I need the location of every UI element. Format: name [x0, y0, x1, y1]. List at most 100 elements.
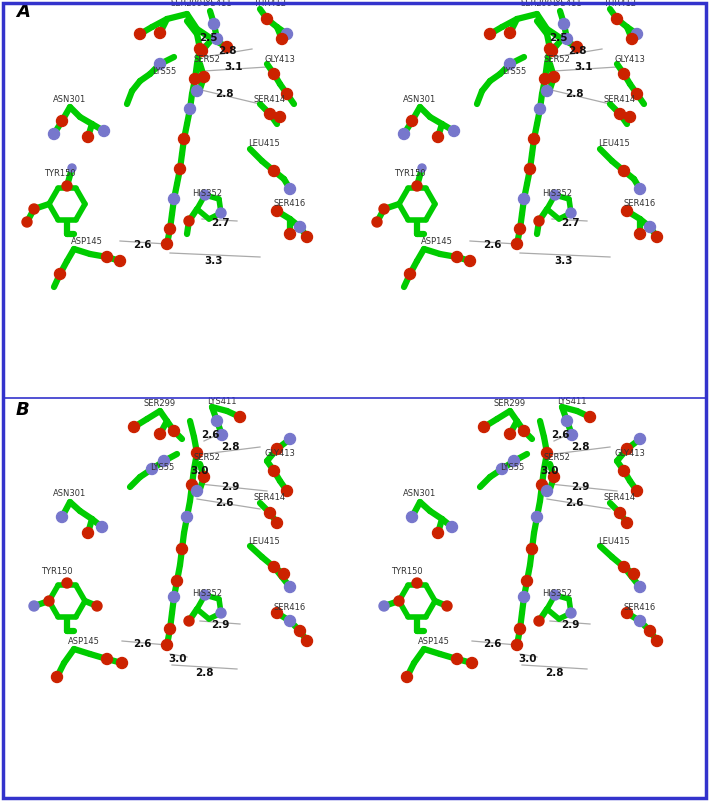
Text: SER416: SER416	[624, 602, 656, 611]
Text: HIS352: HIS352	[192, 190, 222, 199]
Circle shape	[622, 607, 632, 618]
Circle shape	[199, 71, 209, 83]
Circle shape	[566, 208, 576, 218]
Circle shape	[625, 111, 635, 123]
Text: 2.7: 2.7	[211, 218, 229, 228]
Text: ASP145: ASP145	[418, 637, 450, 646]
Circle shape	[68, 164, 76, 172]
Circle shape	[52, 671, 62, 682]
Circle shape	[622, 517, 632, 529]
Text: GLY413: GLY413	[264, 449, 296, 458]
Circle shape	[537, 480, 547, 490]
Text: 3.3: 3.3	[205, 256, 223, 266]
Circle shape	[194, 43, 206, 54]
Circle shape	[82, 131, 94, 143]
Circle shape	[566, 429, 578, 441]
Circle shape	[294, 222, 306, 232]
Circle shape	[191, 86, 203, 96]
Circle shape	[262, 14, 272, 25]
Text: HIS352: HIS352	[542, 190, 572, 199]
Circle shape	[272, 444, 282, 454]
Circle shape	[269, 166, 279, 176]
Circle shape	[547, 46, 557, 57]
Text: TYR150: TYR150	[391, 566, 423, 575]
Text: LEU415: LEU415	[598, 139, 630, 148]
Circle shape	[211, 34, 223, 45]
Text: ASP145: ASP145	[68, 637, 100, 646]
Circle shape	[549, 472, 559, 482]
Text: TYR150: TYR150	[41, 566, 73, 575]
Circle shape	[566, 608, 576, 618]
Circle shape	[57, 512, 67, 522]
Circle shape	[169, 591, 179, 602]
Circle shape	[269, 69, 279, 79]
Circle shape	[534, 616, 544, 626]
Circle shape	[542, 86, 552, 96]
Text: ASP145: ASP145	[71, 236, 103, 245]
Circle shape	[496, 464, 508, 474]
Text: SER52: SER52	[194, 54, 220, 63]
Circle shape	[189, 74, 201, 84]
Text: 3.1: 3.1	[225, 62, 243, 72]
Text: 2.6: 2.6	[133, 639, 151, 649]
Text: ASP145: ASP145	[421, 236, 453, 245]
Text: TYR150: TYR150	[44, 170, 76, 179]
Circle shape	[559, 18, 569, 30]
Text: SER416: SER416	[624, 199, 656, 208]
Text: A: A	[16, 3, 30, 21]
Circle shape	[57, 115, 67, 127]
Circle shape	[82, 528, 94, 538]
Text: 3.1: 3.1	[575, 62, 593, 72]
Text: ASN301: ASN301	[53, 95, 86, 103]
Circle shape	[44, 596, 54, 606]
Circle shape	[284, 183, 296, 195]
Circle shape	[622, 206, 632, 216]
Circle shape	[452, 252, 462, 263]
Text: SER416: SER416	[274, 602, 306, 611]
Circle shape	[635, 433, 645, 445]
Circle shape	[618, 69, 630, 79]
Circle shape	[29, 601, 39, 611]
Text: 3.0: 3.0	[191, 466, 209, 476]
Circle shape	[279, 569, 289, 579]
Circle shape	[505, 58, 515, 70]
Text: 3.0: 3.0	[519, 654, 537, 664]
Text: ASN301: ASN301	[403, 95, 437, 103]
Circle shape	[528, 134, 540, 144]
Circle shape	[135, 29, 145, 39]
Circle shape	[179, 134, 189, 144]
Circle shape	[442, 601, 452, 611]
Text: 2.5: 2.5	[199, 33, 217, 43]
Circle shape	[159, 456, 169, 466]
Circle shape	[281, 29, 293, 39]
Text: 2.6: 2.6	[483, 639, 501, 649]
Text: 2.8: 2.8	[220, 442, 239, 452]
Text: GLY413: GLY413	[615, 54, 645, 63]
Circle shape	[479, 421, 489, 433]
Circle shape	[216, 208, 226, 218]
Circle shape	[508, 456, 520, 466]
Circle shape	[432, 528, 444, 538]
Circle shape	[515, 223, 525, 235]
Circle shape	[406, 512, 418, 522]
Circle shape	[518, 194, 530, 204]
Text: SER52: SER52	[544, 54, 571, 63]
Circle shape	[545, 43, 555, 54]
Circle shape	[406, 115, 418, 127]
Text: SER299: SER299	[144, 400, 176, 409]
Text: ASN301: ASN301	[53, 489, 86, 498]
Circle shape	[379, 601, 389, 611]
Circle shape	[101, 654, 113, 665]
Circle shape	[550, 190, 560, 200]
Circle shape	[632, 485, 642, 497]
Circle shape	[96, 521, 108, 533]
Circle shape	[532, 512, 542, 522]
Circle shape	[635, 582, 645, 593]
Circle shape	[169, 194, 179, 204]
Circle shape	[622, 444, 632, 454]
Circle shape	[92, 601, 102, 611]
Circle shape	[511, 639, 523, 650]
Circle shape	[534, 216, 544, 226]
Circle shape	[618, 465, 630, 477]
Text: 2.8: 2.8	[568, 46, 586, 56]
